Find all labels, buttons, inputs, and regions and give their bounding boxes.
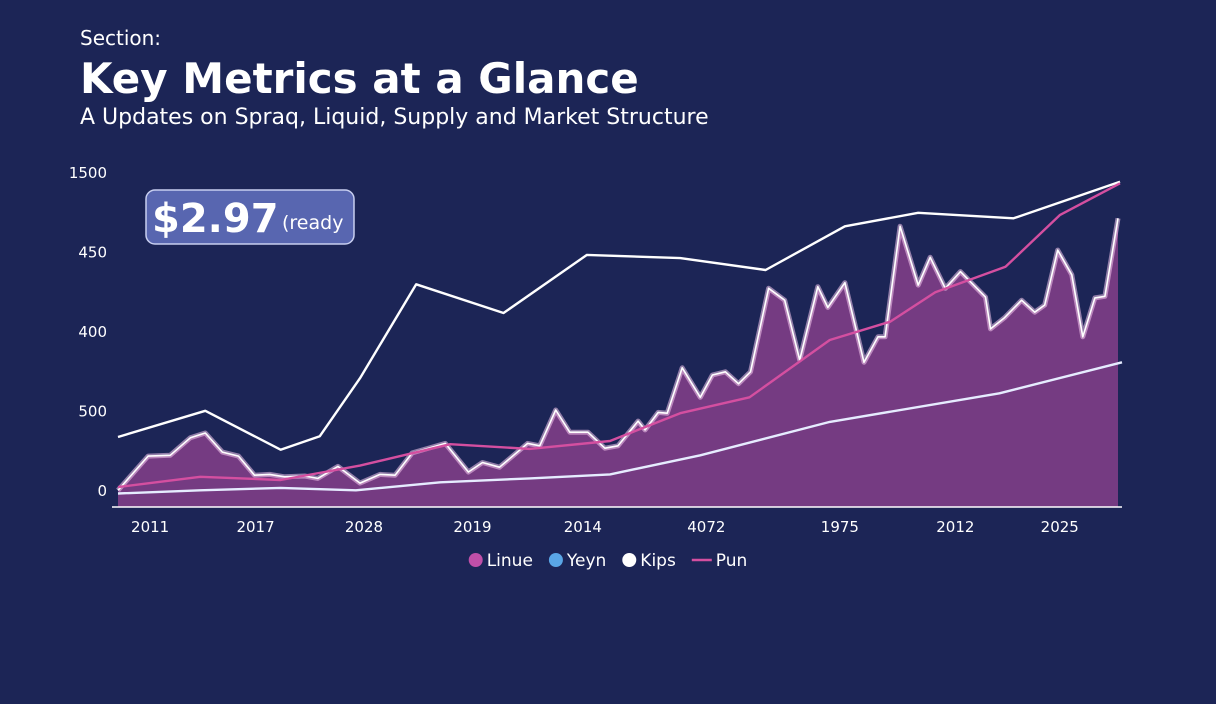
legend-dot — [622, 553, 637, 567]
x-tick-label: 1975 — [821, 518, 859, 536]
area — [118, 218, 1118, 508]
y-tick-label: 400 — [78, 323, 107, 341]
x-tick-label: 2017 — [236, 518, 274, 536]
line — [117, 182, 1121, 489]
annotation-suffix: (ready — [282, 212, 343, 234]
legend-label: Linue — [487, 551, 533, 571]
legend-item: Yeyn — [548, 551, 606, 571]
x-tick-label: 2014 — [564, 518, 602, 536]
legend-label: Pun — [716, 551, 748, 571]
legend-item: Linue — [468, 551, 533, 571]
area-outline — [117, 218, 1119, 491]
y-tick-label: 0 — [97, 482, 107, 500]
x-tick-label: 2019 — [453, 518, 491, 536]
y-tick-label: 1500 — [69, 164, 107, 182]
legend-dot — [468, 553, 483, 567]
line — [117, 361, 1123, 495]
y-tick-label: 500 — [78, 403, 107, 421]
legend-label: Yeyn — [566, 551, 606, 571]
x-tick-label: 2012 — [936, 518, 974, 536]
annotation-box — [145, 189, 355, 245]
legend-item: Pun — [691, 551, 748, 571]
legend-dot — [548, 553, 563, 567]
chart-title: Key Metrics at a Glance — [80, 54, 639, 103]
plot: 0 500 400 450 1500 2011 2017 2028 2019 2014 4072 19… — [69, 164, 1123, 536]
legend-item: Kips — [622, 551, 676, 571]
y-tick-label: 450 — [78, 244, 107, 262]
legend-label: Kips — [640, 551, 676, 571]
chart-subtitle: A Updates on Spraq, Liquid, Supply and M… — [80, 105, 709, 130]
x-tick-label: 2011 — [131, 518, 169, 536]
x-tick-label: 2028 — [345, 518, 383, 536]
x-tick-label: 4072 — [687, 518, 725, 536]
legend: Linue Yeyn Kips Pun — [468, 551, 748, 571]
section-label: Section: — [80, 26, 161, 50]
x-tick-label: 2025 — [1041, 518, 1079, 536]
line — [117, 180, 1121, 451]
annotation-value: $2.97 — [152, 196, 279, 242]
